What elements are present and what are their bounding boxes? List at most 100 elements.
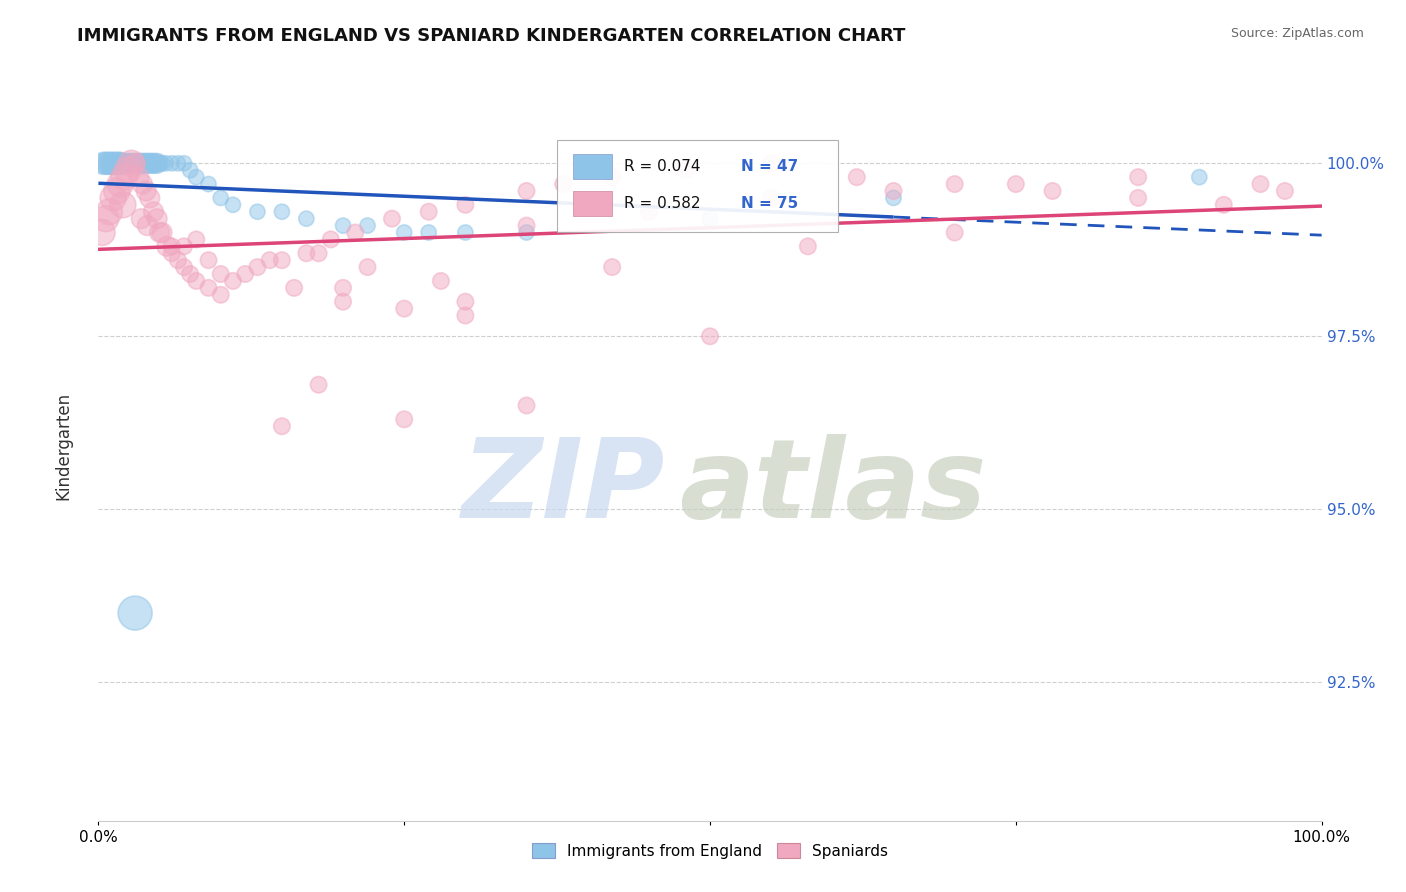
Point	[699, 329, 721, 343]
Point	[392, 301, 416, 316]
Point	[141, 156, 163, 170]
Point	[600, 170, 623, 185]
Point	[600, 260, 623, 274]
Point	[139, 156, 162, 170]
Point	[233, 267, 256, 281]
Point	[270, 419, 294, 434]
Point	[454, 309, 477, 323]
Text: IMMIGRANTS FROM ENGLAND VS SPANIARD KINDERGARTEN CORRELATION CHART: IMMIGRANTS FROM ENGLAND VS SPANIARD KIND…	[77, 27, 905, 45]
Point	[146, 156, 169, 170]
Point	[150, 226, 173, 240]
Point	[699, 211, 721, 226]
Point	[454, 226, 477, 240]
Point	[797, 239, 820, 253]
Point	[197, 253, 219, 268]
Point	[149, 156, 172, 170]
Point	[246, 204, 269, 219]
Point	[332, 219, 354, 233]
Point	[392, 226, 416, 240]
Point	[675, 163, 697, 178]
Point	[107, 156, 129, 170]
Point	[332, 294, 354, 309]
Text: atlas: atlas	[679, 434, 986, 541]
Point	[246, 260, 269, 274]
Legend: Immigrants from England, Spaniards: Immigrants from England, Spaniards	[526, 837, 894, 865]
Point	[110, 177, 132, 191]
Point	[1188, 170, 1211, 185]
Point	[454, 294, 477, 309]
Point	[131, 156, 153, 170]
Point	[516, 226, 538, 240]
Point	[143, 156, 166, 170]
Point	[197, 177, 219, 191]
Point	[124, 156, 146, 170]
Point	[209, 287, 232, 301]
Point	[156, 239, 179, 253]
Point	[155, 156, 177, 170]
Point	[553, 177, 575, 191]
Point	[97, 156, 120, 170]
Point	[167, 156, 190, 170]
Point	[179, 267, 201, 281]
Bar	[574, 191, 612, 216]
Text: N = 47: N = 47	[741, 159, 797, 174]
Point	[197, 281, 219, 295]
Point	[1042, 184, 1064, 198]
Point	[117, 163, 139, 178]
Point	[295, 211, 318, 226]
Point	[160, 246, 183, 260]
Point	[1128, 170, 1150, 185]
Point	[418, 226, 440, 240]
Point	[430, 274, 453, 288]
Point	[173, 260, 195, 274]
Text: R = 0.582: R = 0.582	[624, 195, 702, 211]
Text: ZIP: ZIP	[461, 434, 665, 541]
Point	[270, 253, 294, 268]
Point	[516, 399, 538, 413]
Point	[186, 232, 208, 246]
Point	[134, 156, 156, 170]
Point	[222, 198, 245, 212]
Point	[381, 211, 404, 226]
Point	[344, 226, 367, 240]
Point	[150, 156, 173, 170]
Point	[127, 156, 149, 170]
Point	[1004, 177, 1026, 191]
Point	[1128, 191, 1150, 205]
Text: N = 75: N = 75	[741, 195, 797, 211]
Point	[516, 184, 538, 198]
Point	[160, 156, 183, 170]
FancyBboxPatch shape	[557, 139, 838, 232]
Point	[120, 156, 142, 170]
Point	[259, 253, 281, 268]
Text: Kindergarten: Kindergarten	[55, 392, 72, 500]
Point	[104, 156, 127, 170]
Point	[136, 219, 159, 233]
Point	[131, 177, 153, 191]
Point	[943, 226, 966, 240]
Point	[94, 156, 117, 170]
Point	[167, 253, 190, 268]
Point	[100, 156, 122, 170]
Point	[111, 156, 134, 170]
Point	[110, 156, 132, 170]
Point	[111, 198, 134, 212]
Point	[98, 204, 121, 219]
Point	[222, 274, 245, 288]
Point	[129, 156, 152, 170]
Point	[308, 377, 330, 392]
Point	[173, 239, 195, 253]
Point	[1212, 198, 1234, 212]
Point	[94, 211, 117, 226]
Point	[761, 191, 783, 205]
Point	[101, 191, 124, 205]
Point	[124, 156, 146, 170]
Point	[883, 191, 905, 205]
Point	[146, 211, 169, 226]
Point	[112, 170, 135, 185]
Point	[179, 163, 201, 178]
Point	[173, 156, 195, 170]
Point	[91, 156, 114, 170]
Point	[454, 198, 477, 212]
Point	[295, 246, 318, 260]
